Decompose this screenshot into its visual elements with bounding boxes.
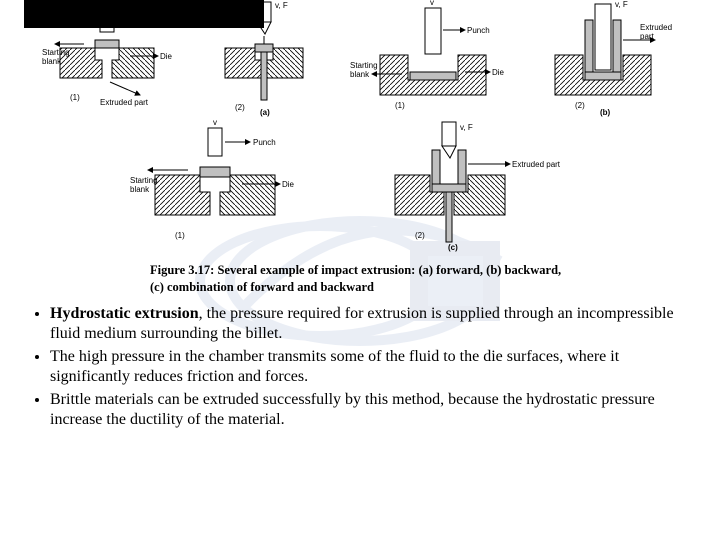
caption-line1: Figure 3.17: Several example of impact e… [150, 263, 561, 277]
svg-text:v: v [430, 0, 434, 7]
svg-text:(1): (1) [70, 93, 80, 102]
figure-caption: Figure 3.17: Several example of impact e… [150, 262, 700, 296]
svg-text:Extruded part: Extruded part [512, 160, 561, 169]
svg-text:(2): (2) [235, 103, 245, 112]
bullet-rest: Brittle materials can be extruded succes… [50, 391, 655, 428]
list-item: Brittle materials can be extruded succes… [50, 390, 688, 431]
bullet-bold: Hydrostatic extrusion [50, 305, 199, 322]
figure-row-2: v Punch Startingblank Die (1) [20, 120, 700, 260]
svg-text:Punch: Punch [253, 138, 276, 147]
figure-area: v Punch Startingblank Die Extruded part [0, 0, 720, 296]
svg-text:v, F: v, F [275, 1, 288, 10]
list-item: Hydrostatic extrusion, the pressure requ… [50, 304, 688, 345]
svg-text:blank: blank [350, 70, 370, 79]
svg-text:Extruded: Extruded [640, 23, 672, 32]
svg-text:Starting: Starting [130, 176, 158, 185]
svg-text:v: v [213, 120, 217, 127]
header-bar [24, 0, 264, 28]
svg-text:(1): (1) [175, 231, 185, 240]
svg-text:Starting: Starting [42, 48, 70, 57]
diagram-row2: v Punch Startingblank Die (1) [110, 120, 610, 260]
list-item: The high pressure in the chamber transmi… [50, 347, 688, 388]
svg-text:(a): (a) [260, 108, 270, 117]
bullet-list: Hydrostatic extrusion, the pressure requ… [0, 304, 720, 431]
svg-text:Punch: Punch [467, 26, 490, 35]
bullet-rest: The high pressure in the chamber transmi… [50, 348, 619, 385]
svg-text:(c): (c) [448, 243, 458, 252]
svg-text:(2): (2) [575, 101, 585, 110]
svg-text:v, F: v, F [615, 0, 628, 9]
svg-text:Extruded part: Extruded part [100, 98, 149, 107]
svg-text:(1): (1) [395, 101, 405, 110]
svg-text:part: part [640, 32, 655, 41]
svg-text:Die: Die [282, 180, 295, 189]
svg-text:(b): (b) [600, 108, 611, 117]
caption-line2: (c) combination of forward and backward [150, 280, 374, 294]
svg-text:Starting: Starting [350, 61, 378, 70]
svg-text:(2): (2) [415, 231, 425, 240]
svg-text:blank: blank [130, 185, 150, 194]
svg-text:Die: Die [160, 52, 173, 61]
svg-text:v, F: v, F [460, 123, 473, 132]
svg-text:blank: blank [42, 57, 62, 66]
page-content: v Punch Startingblank Die Extruded part [0, 0, 720, 431]
svg-text:Die: Die [492, 68, 505, 77]
